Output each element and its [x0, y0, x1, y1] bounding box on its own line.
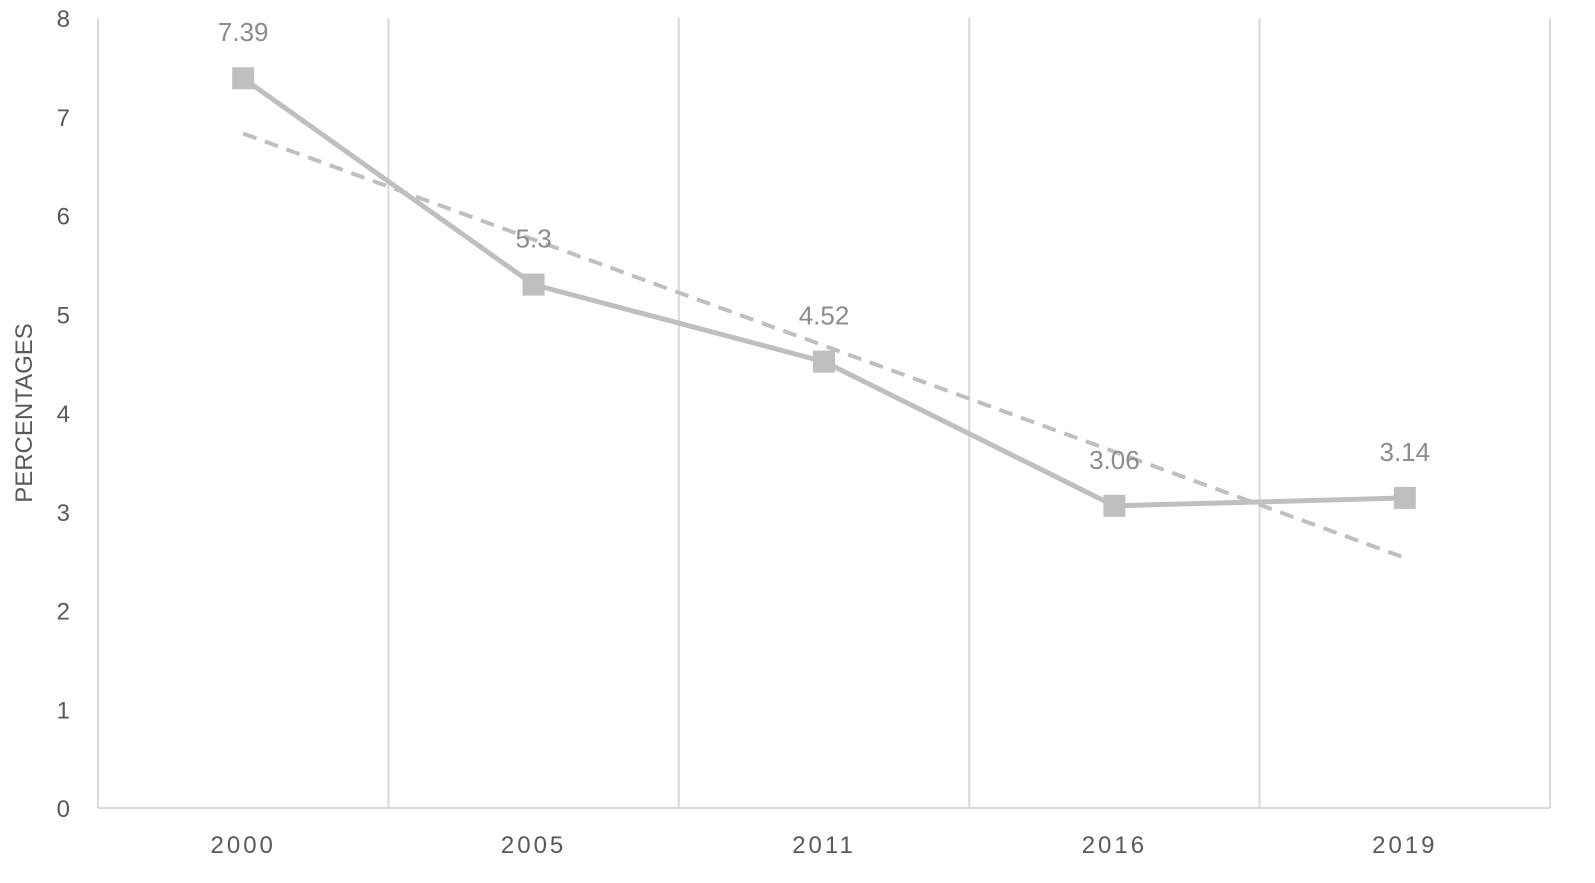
series-layer	[232, 67, 1416, 517]
x-tick-label: 2016	[1082, 832, 1147, 859]
data-label: 7.39	[218, 17, 269, 47]
y-tick-label: 7	[57, 105, 70, 132]
data-label: 5.3	[516, 224, 552, 254]
data-label: 3.14	[1379, 437, 1430, 467]
y-tick-label: 0	[57, 796, 70, 823]
data-point-marker	[813, 350, 835, 373]
trendline-layer	[242, 131, 1406, 560]
y-tick-label: 2	[57, 599, 70, 626]
x-tick-label: 2011	[792, 832, 856, 859]
y-tick-label: 3	[57, 500, 70, 527]
axes: 0 1 2 3 4 5 6 7 8 2000 2005 2011 2016 2019	[57, 6, 1550, 859]
grid-lines	[97, 18, 1551, 808]
x-tick-label: 2019	[1372, 832, 1437, 859]
trendline	[242, 131, 1406, 560]
data-point-marker	[1103, 494, 1126, 517]
y-tick-label: 5	[57, 302, 70, 329]
y-tick-label: 4	[57, 401, 70, 428]
labels-layer: 7.39 5.3 4.52 3.06 3.14	[218, 17, 1430, 475]
y-axis-title: PERCENTAGES	[11, 323, 38, 503]
x-tick-label: 2005	[501, 832, 566, 859]
series-line	[241, 76, 1405, 509]
data-point-marker	[522, 273, 545, 296]
data-label: 4.52	[799, 301, 850, 331]
y-tick-label: 8	[57, 6, 70, 33]
y-tick-label: 1	[57, 697, 70, 724]
data-point-marker	[1393, 486, 1416, 509]
y-tick-label: 6	[57, 204, 70, 231]
x-tick-label: 2000	[211, 832, 276, 859]
data-point-marker	[232, 67, 255, 90]
data-label: 3.06	[1089, 445, 1140, 475]
